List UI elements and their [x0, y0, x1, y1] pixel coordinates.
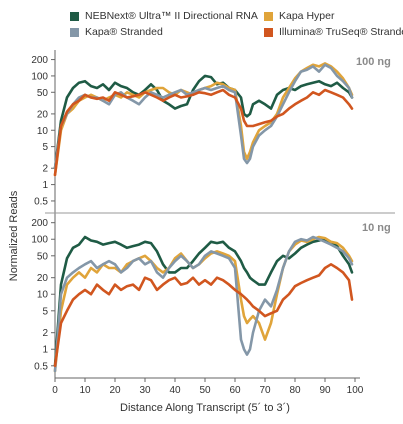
series-line-illumina-truseq-stranded-panel-1 — [53, 88, 354, 177]
legend-item-kapa-stranded: Kapa® Stranded — [70, 26, 163, 38]
y-tick-label: 5 — [42, 306, 48, 317]
axes-layer: 0.5 1 2 5 10 20 50 100 200 0.5 1 2 5 10 20 50 100 200 0 10 2… — [31, 50, 395, 396]
y-tick-label: 5 — [42, 142, 48, 153]
legend: NEBNext® Ultra™ II Directional RNA Kapa … — [70, 10, 403, 46]
series-line-kapa-stranded-panel-2 — [53, 235, 354, 373]
legend-swatch-kapa-hyper — [264, 11, 273, 21]
legend-swatch-illumina — [264, 27, 273, 37]
legend-swatch-kapa-stranded — [70, 27, 79, 37]
y-tick-label: 1 — [42, 180, 48, 191]
panel-label-10ng: 10 ng — [362, 222, 391, 234]
y-tick-label: 20 — [37, 109, 49, 120]
x-tick-label: 10 — [79, 385, 91, 396]
y-tick-label: 200 — [31, 218, 48, 229]
y-tick-label: 0.5 — [34, 361, 48, 372]
y-tick-label: 20 — [37, 273, 49, 284]
legend-item-kapa-hyper: Kapa Hyper — [264, 10, 334, 22]
y-tick-label: 100 — [31, 71, 48, 82]
panel-label-100ng: 100 ng — [356, 56, 391, 68]
series-layer — [53, 62, 354, 373]
y-tick-label: 100 — [31, 235, 48, 246]
legend-label-nebnext: NEBNext® Ultra™ II Directional RNA — [85, 10, 258, 22]
legend-swatch-nebnext — [70, 11, 79, 21]
y-tick-label: 200 — [31, 55, 48, 66]
x-tick-label: 90 — [319, 385, 331, 396]
y-tick-label: 10 — [37, 126, 49, 137]
x-tick-label: 80 — [289, 385, 301, 396]
y-tick-label: 50 — [37, 88, 49, 99]
x-tick-label: 100 — [347, 385, 364, 396]
x-tick-label: 0 — [52, 385, 58, 396]
x-tick-label: 60 — [229, 385, 241, 396]
legend-label-kapa-stranded: Kapa® Stranded — [85, 26, 163, 38]
x-tick-label: 30 — [139, 385, 151, 396]
x-tick-label: 50 — [199, 385, 211, 396]
series-line-illumina-truseq-stranded-panel-2 — [53, 262, 354, 368]
legend-item-nebnext: NEBNext® Ultra™ II Directional RNA — [70, 10, 258, 22]
y-tick-label: 0.5 — [34, 196, 48, 207]
y-tick-label: 10 — [37, 290, 49, 301]
x-tick-label: 70 — [259, 385, 271, 396]
y-axis-label: Normalized Reads — [8, 190, 20, 282]
y-tick-label: 2 — [42, 328, 48, 339]
legend-item-illumina: Illumina® TruSeq® Stranded — [264, 26, 403, 38]
y-tick-label: 50 — [37, 251, 49, 262]
legend-label-illumina: Illumina® TruSeq® Stranded — [279, 26, 403, 38]
series-line-nebnext-ultra-ii-directional-rna-panel-2 — [53, 235, 354, 368]
x-tick-label: 20 — [109, 385, 121, 396]
y-tick-label: 1 — [42, 345, 48, 356]
series-line-nebnext-ultra-ii-directional-rna-panel-1 — [53, 74, 354, 170]
x-axis-label: Distance Along Transcript (5´ to 3´) — [120, 402, 290, 414]
series-line-kapa-stranded-panel-1 — [53, 63, 354, 170]
series-line-kapa-hyper-panel-1 — [53, 62, 354, 177]
y-tick-label: 2 — [42, 164, 48, 175]
legend-label-kapa-hyper: Kapa Hyper — [279, 10, 335, 22]
x-tick-label: 40 — [169, 385, 181, 396]
